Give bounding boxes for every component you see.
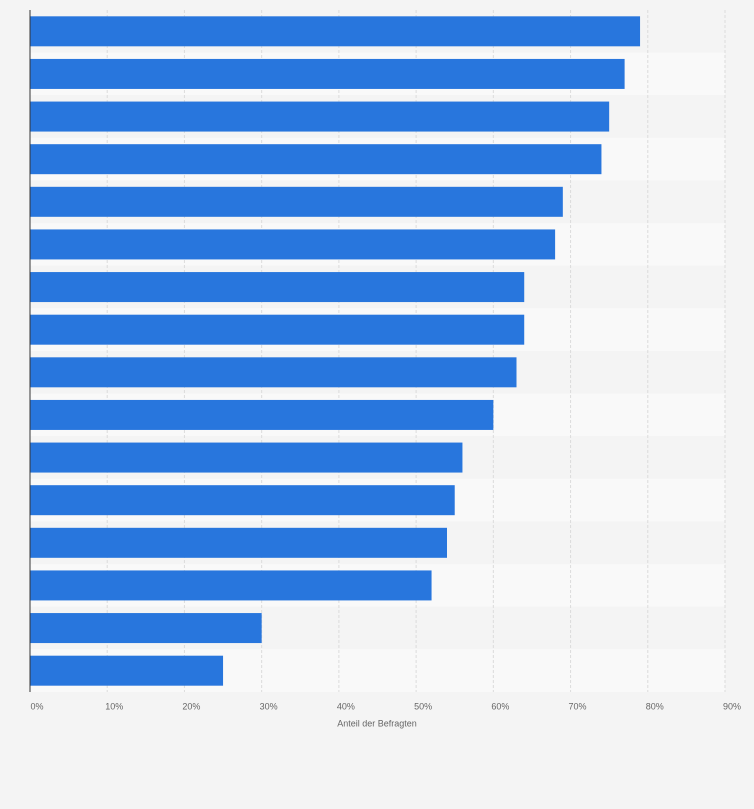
x-tick-label: 40%: [337, 701, 355, 711]
bar: [30, 613, 262, 644]
x-tick-label: 60%: [491, 701, 509, 711]
bar: [30, 527, 447, 558]
bar: [30, 58, 625, 89]
bar: [30, 229, 556, 260]
x-tick-label: 30%: [260, 701, 278, 711]
bar: [30, 101, 610, 132]
bar: [30, 314, 525, 345]
x-tick-label: 20%: [182, 701, 200, 711]
bar: [30, 144, 602, 175]
bar: [30, 16, 641, 47]
bar: [30, 485, 455, 516]
bar: [30, 186, 563, 217]
x-tick-label: 10%: [105, 701, 123, 711]
bar: [30, 655, 224, 686]
x-tick-label: 80%: [646, 701, 664, 711]
x-axis-label: Anteil der Befragten: [337, 718, 417, 728]
x-tick-label: 50%: [414, 701, 432, 711]
x-tick-label: 0%: [30, 701, 43, 711]
bar: [30, 357, 517, 388]
x-tick-label: 70%: [569, 701, 587, 711]
x-tick-label: 90%: [723, 701, 741, 711]
bar: [30, 399, 494, 430]
bar: [30, 272, 525, 303]
bar: [30, 442, 463, 473]
bar: [30, 570, 432, 601]
